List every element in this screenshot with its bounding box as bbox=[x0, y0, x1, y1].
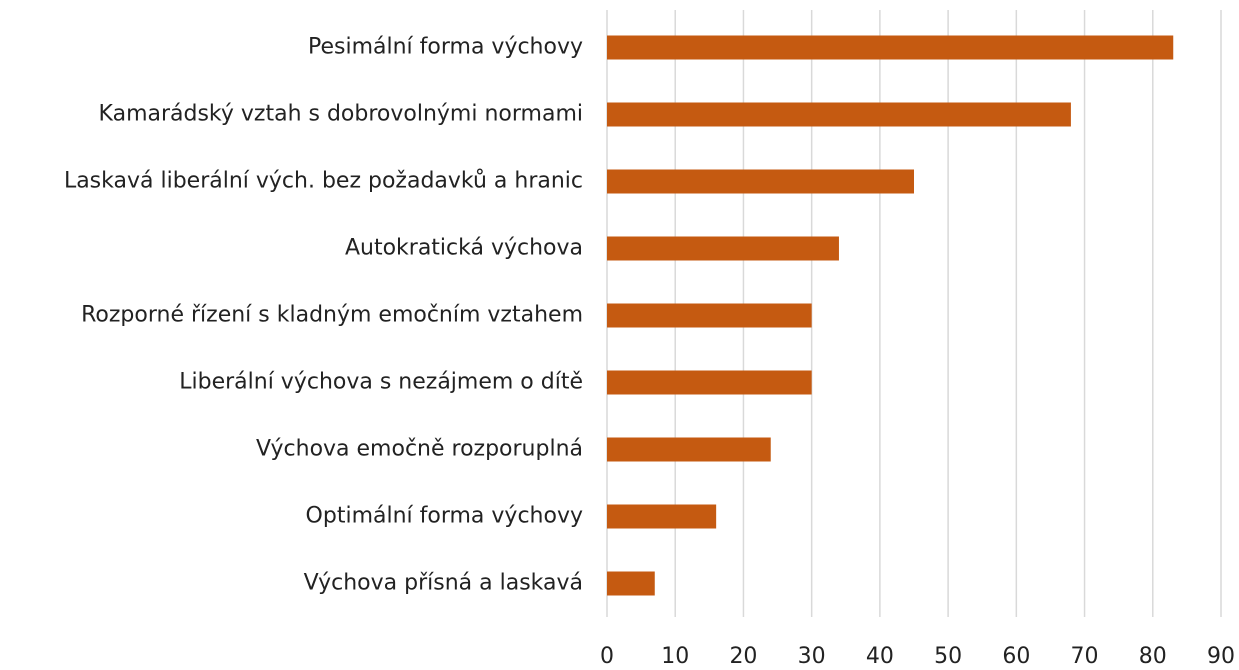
x-tick-label: 50 bbox=[934, 644, 962, 669]
x-tick-label: 70 bbox=[1071, 644, 1099, 669]
bar bbox=[607, 303, 812, 328]
bar bbox=[607, 571, 655, 596]
x-tick-label: 0 bbox=[600, 644, 614, 669]
bar bbox=[607, 35, 1174, 60]
bar bbox=[607, 437, 771, 462]
y-tick-label: Pesimální forma výchovy bbox=[308, 35, 583, 60]
bar bbox=[607, 236, 839, 261]
y-tick-label: Výchova emočně rozporuplná bbox=[256, 437, 583, 462]
bar bbox=[607, 102, 1071, 127]
x-tick-label: 20 bbox=[729, 644, 757, 669]
x-tick-label: 40 bbox=[866, 644, 894, 669]
x-tick-label: 80 bbox=[1139, 644, 1167, 669]
bar bbox=[607, 169, 914, 194]
y-tick-label: Rozporné řízení s kladným emočním vztahe… bbox=[81, 303, 583, 328]
y-tick-label: Kamarádský vztah s dobrovolnými normami bbox=[99, 102, 583, 127]
bar bbox=[607, 504, 717, 529]
y-tick-label: Liberální výchova s nezájmem o dítě bbox=[179, 370, 583, 395]
x-tick-label: 10 bbox=[661, 644, 689, 669]
y-tick-label: Výchova přísná a laskavá bbox=[304, 571, 583, 596]
bar bbox=[607, 370, 812, 395]
y-tick-label: Optimální forma výchovy bbox=[306, 504, 583, 529]
x-tick-label: 30 bbox=[798, 644, 826, 669]
y-tick-label: Autokratická výchova bbox=[345, 236, 583, 261]
x-tick-label: 60 bbox=[1002, 644, 1030, 669]
y-tick-label: Laskavá liberální vých. bez požadavků a … bbox=[64, 169, 583, 194]
x-tick-label: 90 bbox=[1207, 644, 1235, 669]
